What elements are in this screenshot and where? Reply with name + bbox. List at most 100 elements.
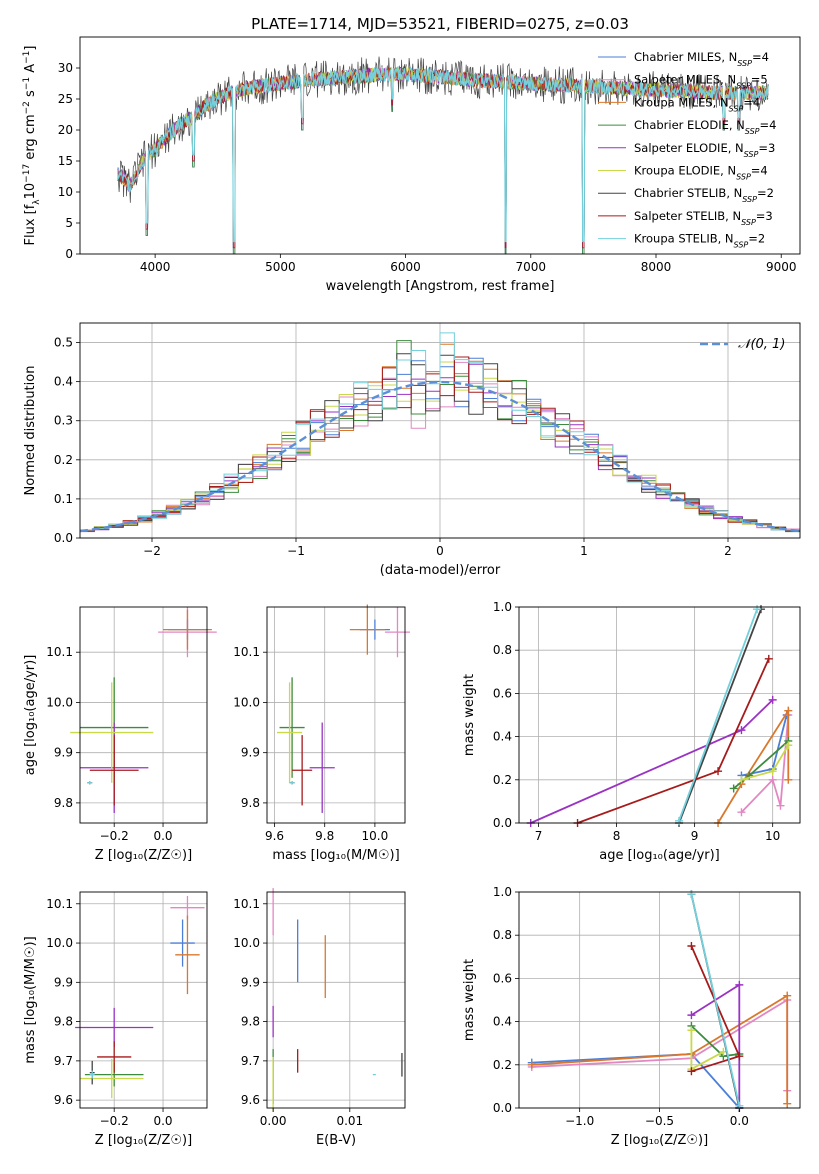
y-tick-label: 0.4 [493, 1015, 512, 1029]
x-axis-label: age [log₁₀(age/yr)] [599, 848, 720, 863]
weight-marker [768, 775, 777, 784]
x-tick-label: 0.0 [730, 1114, 749, 1128]
x-tick-label: 2 [724, 544, 732, 558]
panel-ebv-mass: 0.00 0.01 9.6 9.7 9.8 9.9 10.0 10.1 E(B-V) [233, 888, 406, 1148]
panel-weight-age: 7 8 9 10 0.0 0.2 0.4 0.6 0.8 1.0 age [log₁₀(age/yr… [462, 600, 801, 863]
y-tick-label: 0.3 [54, 414, 73, 428]
x-tick-label: 9 [691, 829, 699, 843]
axes-frame [79, 891, 208, 1109]
y-tick-label: 9.6 [241, 1093, 260, 1107]
x-tick-label: 1 [580, 544, 588, 558]
x-tick-label: 6000 [390, 260, 421, 274]
plot-area [527, 890, 792, 1112]
x-axis-label: Z [log₁₀(Z/Z☉)] [95, 1133, 192, 1148]
plot-area [272, 888, 403, 1112]
axes-frame [79, 36, 801, 255]
weight-marker [783, 991, 792, 1000]
x-tick-label: 10.0 [362, 829, 389, 843]
x-axis-label: mass [log₁₀(M/M☉)] [272, 848, 399, 863]
weight-line [740, 714, 790, 813]
y-tick-label: 0.4 [493, 730, 512, 744]
y-axis-label-part: A [23, 64, 38, 77]
normal-curve [80, 380, 800, 533]
y-tick-label: 0.0 [54, 531, 73, 545]
histogram-step [80, 356, 800, 532]
weight-marker [714, 767, 723, 776]
y-tick-label: 1.0 [493, 600, 512, 614]
y-axis-label: Normed distribution [23, 366, 38, 496]
y-tick-label: 9.9 [241, 975, 260, 989]
axes-frame [79, 322, 801, 539]
x-tick-label: −0.2 [100, 829, 129, 843]
y-tick-label: 0.8 [493, 928, 512, 942]
legend-nssp: =2 [757, 186, 774, 200]
weight-marker [753, 605, 762, 614]
y-tick-label: 30 [58, 61, 73, 75]
y-axis-label-part: erg cm [23, 114, 38, 163]
x-tick-label: 9.8 [315, 829, 334, 843]
y-tick-label: 9.7 [54, 1054, 73, 1068]
weight-marker [687, 1011, 696, 1020]
weight-marker [675, 816, 684, 825]
y-tick-label: 10.0 [46, 936, 73, 950]
legend-subscript: SSP [729, 104, 744, 113]
y-tick-label: 0.8 [493, 643, 512, 657]
legend-subscript: SSP [741, 217, 756, 226]
x-tick-label: 9000 [766, 260, 797, 274]
weight-marker [768, 767, 777, 776]
y-tick-label: 0.4 [54, 375, 73, 389]
legend-label: 𝒩(0, 1) [738, 337, 785, 352]
x-tick-label: 4000 [140, 260, 171, 274]
legend-label: Chabrier ELODIE, NSSP=4 [634, 118, 776, 136]
x-tick-label: 7000 [516, 260, 547, 274]
y-tick-label: 0.0 [493, 1101, 512, 1115]
x-tick-label: −2 [143, 544, 161, 558]
y-tick-label: 20 [58, 123, 73, 137]
x-tick-label: 0.0 [153, 829, 172, 843]
x-tick-label: −0.5 [645, 1114, 674, 1128]
y-tick-label: 0.0 [493, 816, 512, 830]
weight-marker [729, 784, 738, 793]
x-tick-label: 0 [436, 544, 444, 558]
panel-spectrum: 4000 5000 6000 7000 8000 9000 0 5 10 15 20 25 30 wave… [22, 36, 801, 294]
legend-subscript: SSP [742, 195, 757, 204]
y-tick-label: 0.1 [54, 492, 73, 506]
y-axis-label: age [log₁₀(age/yr)] [23, 655, 38, 776]
y-axis-label-part: −17 [22, 164, 32, 183]
y-axis-label: mass [log₁₀(M/M☉)] [23, 936, 38, 1063]
legend-label: Salpeter MILES, NSSP=5 [634, 73, 768, 91]
legend-subscript: SSP [734, 240, 749, 249]
weight-marker [768, 695, 777, 704]
x-tick-label: −0.2 [100, 1114, 129, 1128]
y-tick-label: 0.6 [493, 686, 512, 700]
legend-nssp: =3 [758, 141, 775, 155]
weight-marker [735, 980, 744, 989]
x-axis-label: (data-model)/error [380, 563, 501, 578]
legend-nssp: =4 [752, 50, 769, 64]
y-axis-label-part: λ [32, 199, 42, 205]
weight-marker [687, 942, 696, 950]
y-axis-label-part: −1 [22, 51, 32, 64]
y-tick-label: 0.2 [493, 773, 512, 787]
legend-label: Kroupa STELIB, NSSP=2 [634, 232, 765, 250]
x-axis-label: Z [log₁₀(Z/Z☉)] [95, 848, 192, 863]
weight-marker [687, 1026, 696, 1035]
y-tick-label: 9.8 [241, 796, 260, 810]
plot-area [80, 332, 800, 533]
weight-marker [687, 890, 696, 899]
y-tick-label: 10.0 [46, 695, 73, 709]
weight-marker [784, 741, 793, 750]
y-tick-label: 10.1 [233, 645, 260, 659]
y-tick-label: 0.5 [54, 336, 73, 350]
axes-frame [266, 606, 406, 824]
x-tick-label: 10 [765, 829, 780, 843]
weight-line [530, 699, 774, 824]
y-tick-label: 10 [58, 185, 73, 199]
x-tick-label: 0.00 [260, 1114, 287, 1128]
x-axis-label: Z [log₁₀(Z/Z☉)] [611, 1133, 708, 1148]
panel-z-age: −0.2 0.0 9.8 9.9 10.0 10.1 Z [log₁₀(Z/Z☉)] age … [23, 606, 217, 863]
y-tick-label: 9.7 [241, 1054, 260, 1068]
panel-weight-z: −1.0 −0.5 0.0 0.0 0.2 0.4 0.6 0.8 1.0 Z [log₁₀(Z/… [462, 885, 801, 1148]
x-tick-label: 0.0 [153, 1114, 172, 1128]
